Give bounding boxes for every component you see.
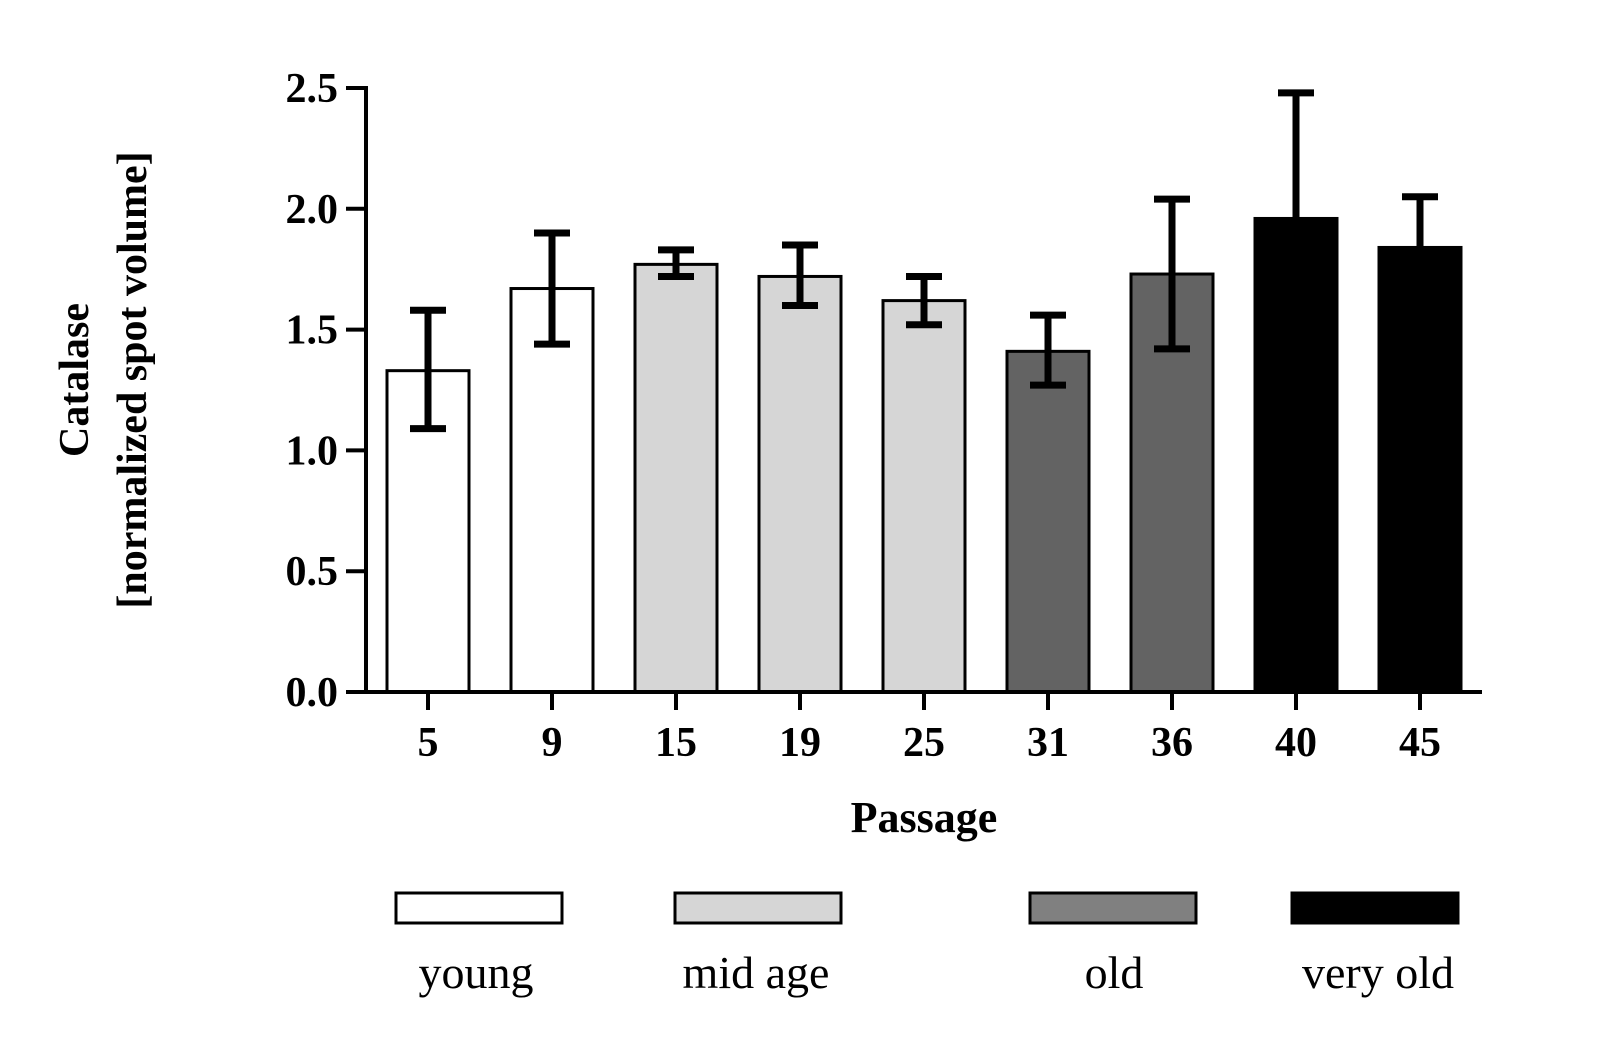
x-tick-label-19: 19: [779, 720, 821, 766]
legend-swatch-very-old: [1290, 891, 1460, 925]
y-ticks-layer: 0.0 0.5 1.0 1.5 2.0 2.5: [286, 66, 366, 716]
legend-label-mid-age: mid age: [683, 947, 830, 998]
y-axis-label-line1: Catalase: [52, 303, 98, 457]
legend-label-very-old: very old: [1302, 947, 1454, 998]
error-bars-layer: [410, 89, 1438, 433]
y-tick-label-0.0: 0.0: [286, 670, 339, 716]
legend-swatch-mid-age: [673, 891, 843, 925]
y-tick-label-2.0: 2.0: [286, 187, 339, 233]
legend-swatch-young: [394, 891, 564, 925]
x-tick-label-36: 36: [1151, 720, 1193, 766]
y-tick-label-1.0: 1.0: [286, 428, 339, 474]
legend-label-old: old: [1085, 947, 1144, 998]
x-axis-label: Passage: [851, 793, 998, 842]
legend-swatch-old: [1028, 891, 1198, 925]
bar-25: [881, 299, 967, 694]
legend: young mid age old very old: [394, 891, 1460, 998]
bar-31: [1005, 349, 1091, 694]
bar-45: [1377, 245, 1463, 694]
y-tick-label-2.5: 2.5: [286, 66, 339, 112]
bars-layer: [385, 216, 1463, 694]
x-tick-label-45: 45: [1399, 720, 1441, 766]
x-tick-label-15: 15: [655, 720, 697, 766]
x-tick-label-40: 40: [1275, 720, 1317, 766]
bar-9: [509, 287, 595, 694]
bar-19: [757, 274, 843, 694]
y-tick-label-1.5: 1.5: [286, 308, 339, 354]
bar-40: [1253, 216, 1339, 694]
x-tick-label-9: 9: [542, 720, 563, 766]
axes-layer: [346, 86, 1482, 694]
bar-15: [633, 262, 719, 694]
x-ticks-layer: 5 9 15 19 25 31 36 40 45: [418, 692, 1441, 766]
x-tick-label-31: 31: [1027, 720, 1069, 766]
y-axis-label-line2: [normalized spot volume]: [110, 151, 156, 608]
x-tick-label-5: 5: [418, 720, 439, 766]
legend-label-young: young: [419, 947, 534, 998]
y-tick-label-0.5: 0.5: [286, 549, 339, 595]
x-tick-label-25: 25: [903, 720, 945, 766]
